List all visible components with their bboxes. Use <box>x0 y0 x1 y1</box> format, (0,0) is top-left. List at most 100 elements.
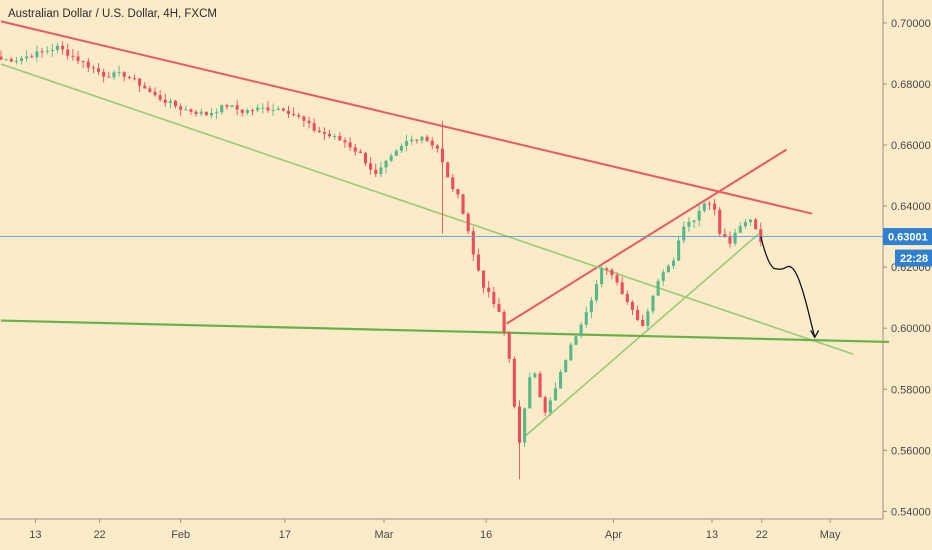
candle[interactable] <box>363 151 368 166</box>
candle[interactable] <box>353 143 357 156</box>
candle[interactable] <box>81 60 85 69</box>
candle[interactable] <box>148 85 152 94</box>
candle[interactable] <box>512 356 516 409</box>
candle[interactable] <box>553 382 557 401</box>
candle[interactable] <box>743 219 747 229</box>
candle[interactable] <box>482 270 486 294</box>
candle[interactable] <box>533 371 537 379</box>
candle[interactable] <box>492 286 496 308</box>
candle[interactable] <box>76 50 80 64</box>
candle[interactable] <box>682 221 686 244</box>
candle[interactable] <box>174 99 178 109</box>
candle[interactable] <box>302 115 306 127</box>
candle[interactable] <box>9 57 13 62</box>
candle[interactable] <box>420 135 424 144</box>
candle[interactable] <box>738 222 742 234</box>
candle[interactable] <box>487 281 491 298</box>
candle[interactable] <box>251 108 255 116</box>
candle[interactable] <box>446 161 450 178</box>
candle[interactable] <box>697 205 701 227</box>
candle[interactable] <box>497 297 501 313</box>
candle[interactable] <box>230 105 234 108</box>
candle[interactable] <box>394 149 398 156</box>
candle[interactable] <box>461 193 465 215</box>
candle[interactable] <box>14 56 18 65</box>
candle[interactable] <box>348 137 352 151</box>
candle[interactable] <box>256 104 260 112</box>
candle[interactable] <box>199 108 203 117</box>
candle[interactable] <box>102 68 106 83</box>
candle[interactable] <box>0 50 3 61</box>
candle[interactable] <box>91 64 95 74</box>
candle[interactable] <box>358 148 362 154</box>
candle[interactable] <box>322 127 326 141</box>
candle[interactable] <box>271 103 275 116</box>
candle[interactable] <box>389 153 393 163</box>
candle[interactable] <box>630 300 634 316</box>
candle[interactable] <box>132 74 137 81</box>
candle[interactable] <box>107 71 111 78</box>
trendline-green-falling[interactable] <box>0 63 854 355</box>
candle[interactable] <box>646 308 650 332</box>
candle[interactable] <box>574 333 578 346</box>
candle[interactable] <box>528 372 532 409</box>
candle[interactable] <box>225 103 229 110</box>
candle[interactable] <box>215 108 219 120</box>
candle[interactable] <box>430 137 434 150</box>
projection-path[interactable] <box>760 236 816 338</box>
candle[interactable] <box>687 217 691 232</box>
candle[interactable] <box>702 201 706 213</box>
candle[interactable] <box>369 157 373 175</box>
candle[interactable] <box>507 331 511 364</box>
candle[interactable] <box>66 43 70 60</box>
candle[interactable] <box>615 272 619 286</box>
candle[interactable] <box>641 315 645 327</box>
candle[interactable] <box>666 263 670 273</box>
trendline-green-rising[interactable] <box>524 231 762 438</box>
candle[interactable] <box>671 257 676 269</box>
candle[interactable] <box>333 133 337 140</box>
candle[interactable] <box>266 101 270 113</box>
candle[interactable] <box>71 49 75 61</box>
candle[interactable] <box>399 143 403 153</box>
candle[interactable] <box>138 78 142 93</box>
candle[interactable] <box>425 134 429 143</box>
candle[interactable] <box>379 161 383 178</box>
candle[interactable] <box>143 82 147 89</box>
candle[interactable] <box>122 71 126 82</box>
candle[interactable] <box>748 218 753 226</box>
candle[interactable] <box>600 263 604 288</box>
candle[interactable] <box>548 396 552 417</box>
candle[interactable] <box>502 309 506 336</box>
candle[interactable] <box>538 371 542 398</box>
candle[interactable] <box>153 87 157 97</box>
candle[interactable] <box>45 46 49 55</box>
candle[interactable] <box>589 296 593 319</box>
candle[interactable] <box>451 174 455 193</box>
candle[interactable] <box>523 407 527 448</box>
candle[interactable] <box>636 305 640 322</box>
candle[interactable] <box>204 111 208 116</box>
candle[interactable] <box>471 226 475 261</box>
candle[interactable] <box>543 395 547 416</box>
candle[interactable] <box>569 342 573 361</box>
candle[interactable] <box>759 222 763 247</box>
candle[interactable] <box>405 134 409 152</box>
candle[interactable] <box>127 75 131 80</box>
candle[interactable] <box>456 189 460 199</box>
candle[interactable] <box>179 103 183 116</box>
candle[interactable] <box>692 219 696 229</box>
candle[interactable] <box>286 105 291 118</box>
candle[interactable] <box>651 295 655 315</box>
candle[interactable] <box>50 43 54 57</box>
candle[interactable] <box>184 105 188 111</box>
candle[interactable] <box>605 266 609 276</box>
candle[interactable] <box>189 108 193 116</box>
candle[interactable] <box>343 137 347 148</box>
candle[interactable] <box>163 93 167 107</box>
candle[interactable] <box>317 126 321 134</box>
candle[interactable] <box>297 112 301 119</box>
candle[interactable] <box>281 107 285 112</box>
candle[interactable] <box>19 55 24 65</box>
